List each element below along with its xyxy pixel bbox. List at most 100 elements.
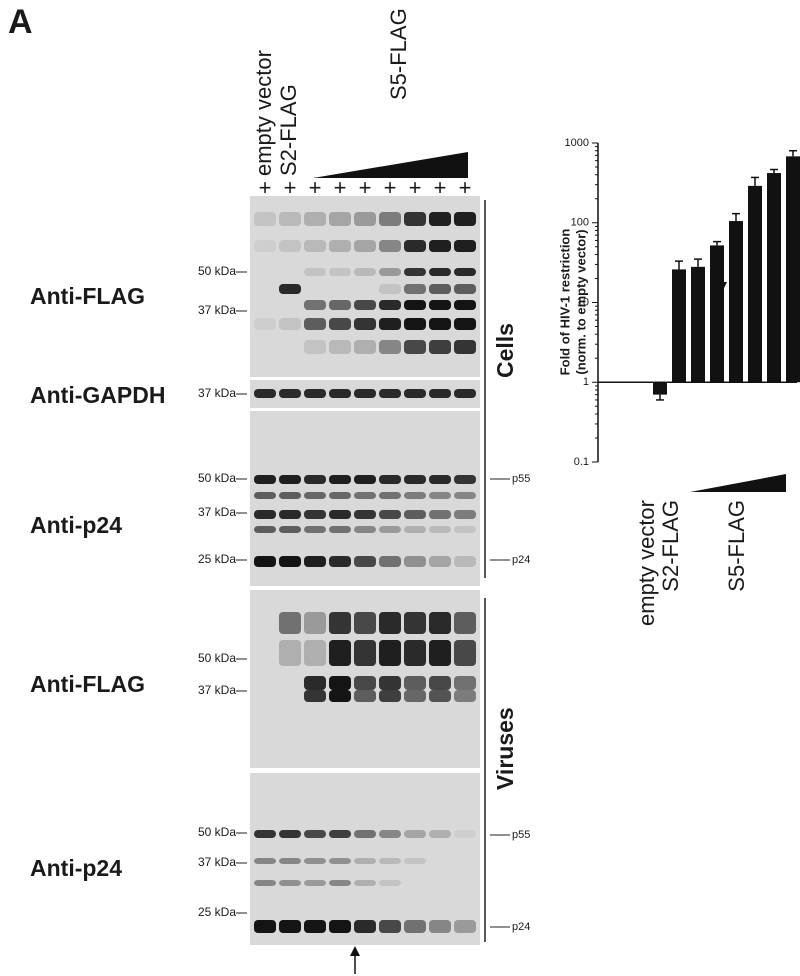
blot-band [304, 830, 326, 838]
size-marker: 37 kDa [198, 683, 236, 697]
blot-band [454, 300, 476, 310]
blot-band [329, 830, 351, 838]
blot-band [304, 556, 326, 567]
blot-band [404, 212, 426, 226]
lane-mark: + [359, 175, 372, 200]
blot-band [404, 389, 426, 398]
blot-band [329, 880, 351, 886]
blot-band [329, 920, 351, 933]
blot-band [429, 556, 451, 567]
lane-mark: + [384, 175, 397, 200]
blot-band [279, 389, 301, 398]
blot-band [429, 920, 451, 933]
blot-band [304, 880, 326, 886]
size-marker: 25 kDa [198, 905, 236, 919]
blot-band [379, 526, 401, 533]
blot-band [279, 475, 301, 484]
bar [672, 269, 686, 383]
blot-band [379, 612, 401, 634]
blot-band [354, 300, 376, 310]
blot-band [354, 830, 376, 838]
size-marker: 37 kDa [198, 855, 236, 869]
blot-band [304, 340, 326, 354]
blot-label: Anti-GAPDH [30, 382, 165, 408]
size-marker: 37 kDa [198, 303, 236, 317]
blot-band [254, 510, 276, 519]
group-label: Cells [492, 323, 518, 378]
blot-band [429, 284, 451, 294]
blot-band [429, 676, 451, 690]
blot-band [304, 640, 326, 666]
blot-band [304, 300, 326, 310]
blot-band [304, 690, 326, 702]
blot-band [404, 556, 426, 567]
lane-label: empty vector [251, 50, 276, 176]
blot-band [454, 240, 476, 252]
blot-band [279, 880, 301, 886]
blot-band [379, 318, 401, 330]
y-tick-label: 100 [571, 217, 589, 229]
blot-band [379, 640, 401, 666]
blot-band [279, 640, 301, 666]
blot-band [254, 830, 276, 838]
size-marker: 50 kDa [198, 825, 236, 839]
blot-band [304, 510, 326, 519]
lane-mark: + [309, 175, 322, 200]
blot-band [404, 676, 426, 690]
blot-band [429, 510, 451, 519]
blot-band [379, 556, 401, 567]
y-axis-label: Fold of HIV-1 restriction [557, 229, 572, 376]
lane-mark: + [434, 175, 447, 200]
y-tick-label: 0.1 [574, 456, 589, 468]
blot-band [454, 212, 476, 226]
blot-band [379, 240, 401, 252]
blot-band [429, 830, 451, 838]
size-marker: 25 kDa [198, 552, 236, 566]
blot-band [279, 212, 301, 226]
blot-band [354, 640, 376, 666]
blot-band [304, 318, 326, 330]
blot-band [329, 640, 351, 666]
blot-band [304, 389, 326, 398]
blot-band [354, 240, 376, 252]
blot-band [454, 690, 476, 702]
size-marker: 37 kDa [198, 505, 236, 519]
y-tick-label: 10 [577, 296, 589, 308]
blot-band [429, 690, 451, 702]
band-label: p24 [512, 921, 530, 933]
blot-band [304, 268, 326, 276]
blot-band [329, 268, 351, 276]
blot-band [429, 340, 451, 354]
bar [653, 382, 667, 395]
blot-band [454, 830, 476, 838]
blot-band [404, 510, 426, 519]
blot-band [279, 920, 301, 933]
bar [710, 245, 724, 383]
blot-band [254, 920, 276, 933]
blot-band [429, 318, 451, 330]
bar [767, 173, 781, 383]
size-marker: 50 kDa [198, 471, 236, 485]
blot-band [354, 340, 376, 354]
blot-band [354, 212, 376, 226]
blot-band [429, 212, 451, 226]
blot-band [279, 526, 301, 533]
blot-band [354, 268, 376, 276]
blot-band [379, 492, 401, 499]
y-axis-label: (norm. to empty vector) [573, 229, 588, 374]
blot-band [354, 676, 376, 690]
blot-band [279, 240, 301, 252]
blot-band [254, 880, 276, 886]
blot-band [254, 240, 276, 252]
blot-band [454, 676, 476, 690]
blot-band [454, 389, 476, 398]
blot-band [354, 389, 376, 398]
size-marker: 37 kDa [198, 386, 236, 400]
blot-band [279, 510, 301, 519]
blot-band [329, 556, 351, 567]
blot-band [404, 858, 426, 864]
blot-band [329, 612, 351, 634]
blot-band [304, 240, 326, 252]
blot-band [404, 475, 426, 484]
